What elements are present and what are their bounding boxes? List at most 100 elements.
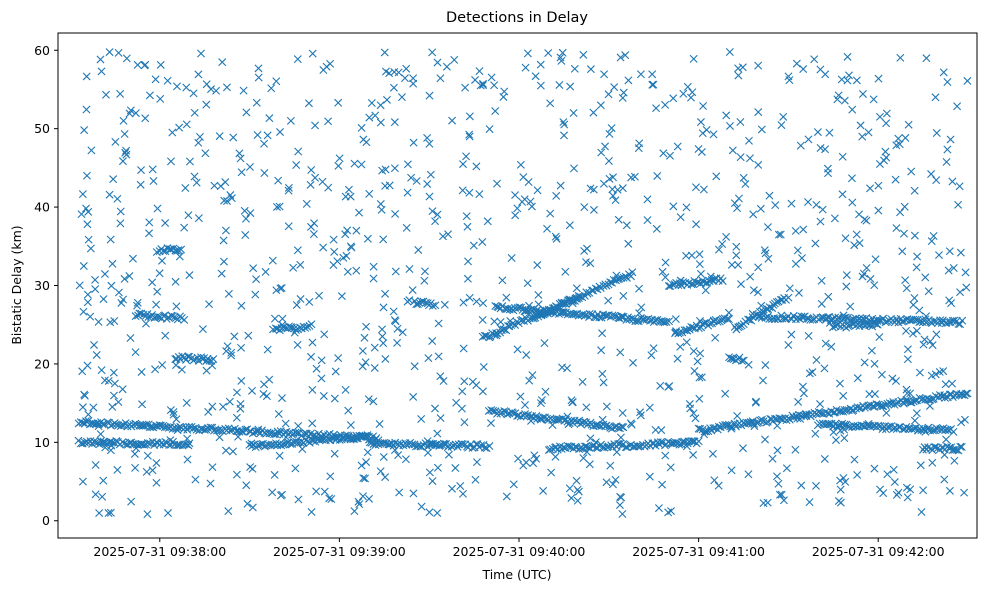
detection-marker (927, 237, 936, 246)
detection-marker (741, 180, 750, 189)
detection-marker (304, 99, 313, 108)
detection-marker (922, 312, 931, 321)
detection-marker (381, 473, 390, 482)
detection-marker (379, 303, 388, 312)
detection-marker (579, 50, 588, 59)
detection-marker (521, 63, 530, 72)
detection-marker (217, 269, 226, 278)
detection-marker (302, 199, 311, 208)
detection-marker (734, 64, 743, 73)
detection-marker (232, 413, 241, 422)
detection-marker (710, 476, 719, 485)
detection-marker (83, 220, 92, 229)
detection-marker (97, 366, 106, 375)
detection-marker (570, 164, 578, 173)
detection-marker (724, 308, 733, 317)
detection-marker (248, 503, 257, 512)
detection-marker (736, 118, 745, 127)
detection-marker (237, 376, 246, 385)
detection-marker (871, 255, 880, 264)
detection-marker (469, 241, 478, 250)
detection-marker (118, 385, 127, 394)
detection-marker (706, 272, 715, 281)
detection-marker (83, 298, 92, 307)
detection-marker (361, 358, 370, 367)
detection-marker (198, 325, 207, 334)
detection-marker (99, 476, 108, 485)
detection-marker (242, 481, 251, 490)
detection-marker (718, 277, 727, 286)
detection-marker (239, 86, 248, 95)
detection-marker (670, 439, 678, 448)
detection-marker (509, 480, 518, 489)
detection-marker (522, 458, 531, 467)
detection-marker (305, 297, 314, 306)
detection-marker (107, 281, 116, 290)
detection-marker (453, 442, 462, 451)
detection-marker (251, 290, 260, 299)
detection-marker (624, 76, 633, 85)
detection-marker (683, 82, 692, 91)
detection-marker (175, 123, 184, 132)
detection-marker (95, 509, 104, 518)
detection-marker (460, 418, 469, 427)
detection-marker (205, 300, 214, 309)
detection-marker (362, 322, 371, 331)
detection-marker (892, 141, 901, 150)
detection-marker (602, 478, 611, 487)
detection-marker (317, 374, 326, 383)
detection-marker (286, 116, 295, 125)
detection-marker (921, 273, 930, 282)
detection-marker (513, 303, 522, 312)
detection-marker (544, 49, 553, 58)
detection-marker (761, 361, 770, 370)
detection-marker (310, 219, 319, 228)
detection-marker (877, 370, 886, 379)
detection-marker (903, 389, 912, 398)
detection-marker (536, 60, 545, 69)
detection-marker (589, 108, 598, 117)
detection-marker (751, 398, 760, 407)
detection-marker (450, 55, 459, 64)
x-tick-label: 2025-07-31 09:41:00 (632, 544, 765, 559)
detection-marker (902, 396, 911, 405)
detection-marker (689, 54, 698, 63)
detection-marker (341, 230, 350, 239)
detection-marker (695, 394, 704, 403)
detection-marker (885, 422, 894, 431)
detection-marker (761, 249, 770, 258)
detection-marker (230, 332, 239, 341)
detection-marker (341, 192, 350, 201)
detection-marker (163, 76, 172, 85)
detection-marker (621, 51, 630, 60)
detection-marker (201, 149, 210, 158)
detection-marker (785, 415, 794, 424)
detection-marker (954, 200, 963, 209)
plot-frame (57, 32, 978, 539)
detection-marker (363, 448, 372, 457)
detection-marker (192, 178, 201, 187)
detection-marker (407, 173, 416, 182)
detection-marker (695, 250, 704, 259)
detection-marker (293, 340, 302, 349)
detection-marker (292, 300, 301, 309)
detection-marker (572, 476, 581, 485)
detection-marker (440, 300, 449, 309)
detection-marker (963, 76, 972, 85)
detection-marker (365, 494, 374, 503)
detection-marker (927, 170, 936, 179)
detection-marker (956, 320, 964, 329)
x-axis: 2025-07-31 09:38:00 2025-07-31 09:39:00 20… (93, 538, 945, 559)
detection-marker (389, 83, 398, 92)
detection-marker (643, 216, 652, 225)
detection-marker (143, 451, 152, 460)
detection-marker (530, 451, 539, 460)
detection-marker (409, 489, 418, 498)
detection-marker (697, 373, 706, 382)
detection-marker (405, 265, 414, 273)
detection-marker (403, 160, 412, 169)
detection-marker (825, 128, 834, 137)
detection-marker (352, 226, 361, 235)
detection-marker (136, 180, 145, 189)
detection-marker (171, 277, 180, 286)
